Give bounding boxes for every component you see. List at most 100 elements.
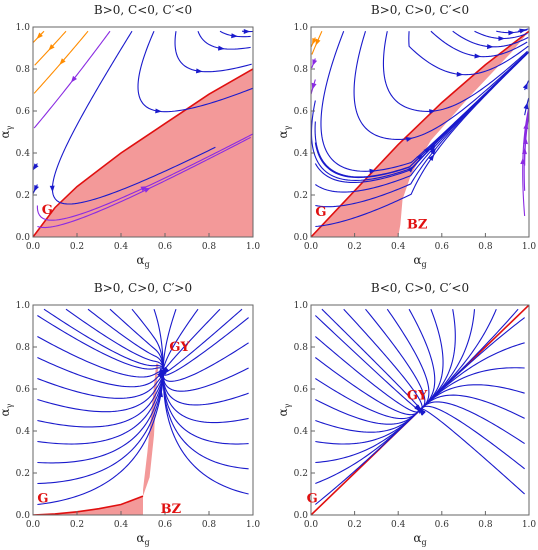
stream-arrowhead: [315, 38, 321, 46]
stream-arrowhead: [70, 75, 77, 83]
stream-arrowhead: [161, 367, 169, 375]
stream-arrowhead: [59, 58, 66, 65]
panel-title: B>0, C>0, C′<0: [371, 3, 469, 17]
y-tick-label: 0.6: [16, 385, 31, 395]
axes-frame: [32, 26, 254, 238]
plot-area: [33, 28, 253, 237]
stream-arrowhead: [218, 45, 225, 51]
x-tick-label: 0.4: [114, 520, 129, 530]
y-tick-label: 0.2: [16, 469, 30, 479]
stream-line: [37, 357, 165, 388]
panel-2: B>0, C>0, C′<0 0.0 0.2 0.4 0.6 0.8 1.0 0.0 0.2 0.…: [276, 3, 536, 269]
x-tick-label: 1.0: [522, 242, 537, 252]
x-tick-label: 0.2: [70, 520, 84, 530]
y-axis-label: αγ: [0, 403, 14, 416]
x-tick-label: 0.0: [304, 242, 319, 252]
x-tick-label: 0.8: [478, 520, 493, 530]
stream-arrowhead: [416, 153, 423, 161]
fixed-point-label: G: [42, 203, 53, 218]
stream-line: [162, 370, 249, 406]
stream-arrowhead: [49, 185, 55, 193]
stream-line: [161, 370, 249, 424]
stream-arrowhead: [428, 154, 435, 162]
stream-arrowhead: [36, 32, 43, 39]
x-tick-label: 1.0: [246, 520, 261, 530]
axes-frame: [310, 26, 530, 238]
y-tick-label: 0.4: [294, 149, 309, 159]
x-tick-label: 0.8: [202, 242, 217, 252]
stream-arrowhead: [155, 108, 162, 114]
stream-arrowhead: [231, 33, 238, 39]
y-tick-label: 0.4: [16, 149, 31, 159]
stream-arrowhead: [405, 137, 413, 142]
basin-boundary: [33, 68, 253, 237]
stream-line: [37, 370, 166, 428]
stream-line: [314, 51, 529, 184]
y-tick-label: 1.0: [16, 23, 31, 33]
panel-title: B>0, C<0, C′<0: [94, 3, 192, 17]
stream-arrowhead: [523, 122, 529, 130]
x-tick-label: 0.4: [391, 520, 406, 530]
basin-region: [33, 69, 253, 237]
y-tick-label: 0.0: [16, 233, 31, 243]
stream-arrowhead: [498, 36, 505, 42]
fixed-point-label: BZ: [407, 218, 428, 233]
panel-1: B>0, C<0, C′<0 0.0 0.2 0.4 0.6 0.8 1.0 0.0 0.2 0.…: [0, 3, 260, 269]
stream-arrowhead: [48, 44, 55, 51]
stream-arrowhead: [521, 147, 527, 155]
stream-arrowhead: [474, 53, 482, 59]
stream-arrowhead: [140, 186, 148, 192]
stream-arrowhead: [195, 68, 203, 74]
stream-line: [153, 309, 165, 375]
y-tick-label: 1.0: [294, 301, 309, 311]
stream-arrowhead: [418, 408, 425, 415]
stream-line: [161, 371, 249, 495]
x-tick-label: 0.0: [26, 242, 41, 252]
axes-frame: [32, 304, 254, 516]
fixed-point-label: G: [315, 205, 326, 220]
y-tick-label: 0.8: [16, 65, 31, 75]
y-tick-label: 1.0: [16, 301, 31, 311]
stream-line: [321, 308, 423, 412]
stream-arrowhead: [519, 28, 527, 34]
stream-line: [417, 394, 525, 419]
stream-arrowhead: [143, 187, 151, 193]
stream-arrowhead: [508, 30, 515, 36]
stream-line: [109, 308, 165, 375]
x-tick-label: 1.0: [522, 520, 537, 530]
x-tick-label: 0.4: [391, 242, 406, 252]
x-tick-label: 0.6: [435, 242, 450, 252]
x-tick-label: 0.6: [158, 520, 173, 530]
stream-line: [37, 336, 166, 378]
y-tick-label: 0.8: [16, 343, 31, 353]
stream-line: [87, 308, 165, 375]
stream-line: [162, 370, 249, 445]
stream-line: [418, 405, 525, 470]
fixed-point-label: GY: [169, 340, 190, 355]
stream-arrowhead: [33, 184, 39, 192]
y-tick-label: 0.0: [294, 233, 309, 243]
panel-title: B>0, C>0, C′>0: [94, 281, 192, 295]
stream-arrowhead: [312, 59, 318, 67]
panel-title: B<0, C>0, C′<0: [371, 281, 469, 295]
y-tick-label: 0.0: [294, 511, 309, 521]
stream-arrowhead: [312, 37, 317, 45]
stream-line: [315, 357, 424, 416]
x-axis-label: αg: [413, 531, 426, 547]
stream-arrowhead: [456, 71, 464, 77]
stream-arrowhead: [487, 44, 494, 50]
plot-area: [311, 28, 529, 237]
y-tick-label: 0.2: [16, 191, 30, 201]
plot-area: [33, 308, 249, 515]
stream-line: [37, 371, 165, 413]
y-tick-label: 0.6: [294, 385, 309, 395]
y-axis-label: αγ: [276, 403, 292, 416]
stream-line: [418, 408, 526, 495]
axes-frame: [310, 304, 530, 516]
stream-line: [315, 336, 422, 413]
x-axis-label: αg: [136, 531, 149, 547]
x-tick-label: 0.6: [435, 520, 450, 530]
stream-arrowhead: [33, 163, 39, 171]
basin-boundary: [33, 495, 144, 515]
